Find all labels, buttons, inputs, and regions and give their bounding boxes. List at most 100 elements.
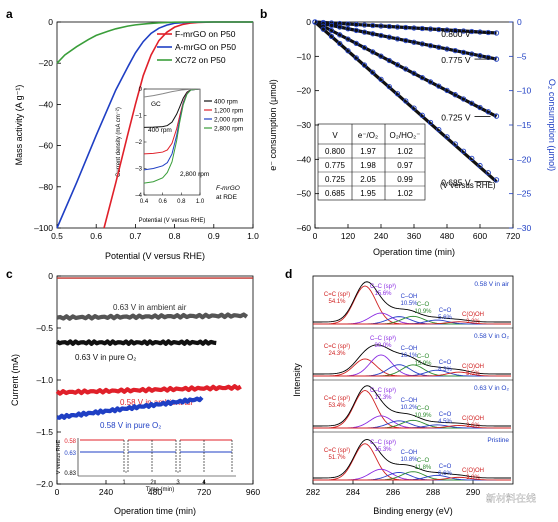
y2-tick-label: –5 — [517, 51, 527, 61]
o2-marker — [427, 26, 434, 32]
y2-tick-label: –30 — [517, 223, 531, 233]
inset-a-note-2800: 2,800 rpm — [180, 171, 209, 178]
y-tick-label: –0.5 — [36, 323, 53, 333]
x-tick-label: 0.9 — [208, 231, 220, 241]
inset-y-tick-label: 0 — [139, 87, 143, 93]
x-tick-label: 288 — [426, 487, 440, 497]
e-consumption-line — [313, 20, 498, 183]
table-cell: 1.97 — [360, 147, 376, 156]
o2-marker — [337, 40, 343, 47]
o2-marker — [353, 40, 359, 47]
peak-label: C–O — [417, 458, 430, 464]
o2-marker — [452, 48, 458, 54]
x-tick-label: 0.5 — [51, 231, 63, 241]
o2-marker — [394, 62, 401, 68]
x-tick-label: 600 — [473, 231, 487, 241]
peak-value: 3.8% — [466, 475, 480, 481]
peak-label: C=O — [439, 412, 452, 418]
table-cell: 1.95 — [360, 189, 376, 198]
o2-marker — [378, 32, 384, 39]
current-trace — [55, 339, 217, 346]
o2-marker — [419, 41, 425, 47]
inset-series-line — [143, 88, 201, 98]
inset-y-tick-label: –2 — [135, 140, 142, 146]
x-tick-label: 0.6 — [90, 231, 102, 241]
o2-marker — [452, 27, 458, 34]
panel-b-y2label: O₂ consumption (μmol) — [547, 79, 557, 171]
o2-marker — [485, 170, 491, 176]
peak-value: 15.6% — [374, 291, 392, 297]
table-cell: 1.98 — [360, 161, 376, 170]
x-tick-label: 284 — [346, 487, 360, 497]
peak-label: C–C (sp³) — [370, 388, 396, 394]
inset-y-tick-label: –4 — [135, 193, 142, 199]
inset-legend-1200: 1,200 rpm — [214, 108, 243, 115]
y-tick-label: –40 — [297, 154, 311, 164]
o2-marker — [452, 141, 458, 147]
inset-x-tick-label: 0.6 — [158, 199, 167, 205]
o2-marker — [361, 29, 368, 35]
o2-marker — [386, 57, 392, 64]
o2-marker — [394, 24, 401, 30]
o2-marker — [328, 33, 335, 40]
peak-value: 51.7% — [328, 455, 346, 461]
inset-c-ytick-083: 0.83 — [64, 471, 76, 477]
x-tick-label: 290 — [466, 487, 480, 497]
component-peak — [313, 476, 512, 481]
inset-x-tick-label: 0.8 — [177, 199, 186, 205]
inset-a-note-rde: at RDE — [216, 194, 238, 201]
peak-value: 11.8% — [415, 465, 432, 471]
o2-marker — [403, 37, 409, 44]
peak-value: 16.1% — [400, 353, 418, 359]
o2-marker — [444, 27, 450, 33]
peak-label: C–OH — [401, 398, 418, 404]
panel-c-ylabel: Current (mA) — [10, 354, 20, 406]
series-label: 0.800 V — [441, 29, 471, 39]
panel-a-ylabel: Mass activity (A g⁻¹) — [14, 85, 24, 166]
o2-marker — [460, 28, 467, 34]
y-tick-label: 0 — [306, 17, 311, 27]
peak-label: C–O — [417, 302, 430, 308]
y-tick-label: –2.0 — [36, 479, 53, 489]
o2-marker — [370, 22, 376, 29]
o2-marker — [477, 162, 483, 169]
o2-marker — [403, 66, 409, 72]
panel-label-d: d — [285, 267, 292, 281]
panel-b-ylabel: e⁻ consumption (μmol) — [268, 79, 278, 170]
y-tick-label: –20 — [39, 58, 53, 68]
o2-marker — [403, 24, 409, 31]
y-tick-label: –60 — [297, 223, 311, 233]
inset-c-ytick-063: 0.63 — [64, 451, 76, 457]
o2-marker — [469, 28, 475, 35]
y2-tick-label: –20 — [517, 154, 531, 164]
o2-marker — [386, 34, 392, 40]
o2-marker — [403, 98, 409, 104]
o2-marker — [345, 36, 351, 42]
peak-label: C=O — [439, 360, 452, 366]
panel-c-chart: Operation time (min) Current (mA) 0.63 V… — [10, 271, 260, 516]
x-tick-label: 480 — [440, 231, 454, 241]
inset-a-note-fmrgo: F-mrGO — [216, 185, 240, 192]
o2-marker — [312, 19, 318, 25]
y-tick-label: –80 — [39, 182, 53, 192]
peak-label: C–OH — [401, 294, 418, 300]
series-line — [56, 21, 253, 64]
y2-tick-label: –10 — [517, 86, 531, 96]
inset-a-note-gc: GC — [151, 101, 161, 108]
o2-marker — [469, 155, 475, 162]
y2-tick-label: 0 — [517, 17, 522, 27]
y-tick-label: 0 — [48, 17, 53, 27]
peak-value: 54.1% — [328, 299, 346, 305]
o2-marker — [320, 26, 326, 32]
peak-label: C–O — [417, 354, 430, 360]
o2-marker — [337, 32, 343, 38]
y-tick-label: –60 — [39, 141, 53, 151]
peak-label: C–C (sp³) — [370, 284, 396, 290]
o2-marker — [361, 62, 368, 68]
y-tick-label: –30 — [297, 120, 311, 130]
inset-c-xtick-1: 1 — [122, 480, 126, 486]
o2-marker — [460, 96, 467, 102]
peak-label: C–OH — [401, 450, 418, 456]
o2-marker — [477, 104, 483, 111]
o2-marker — [361, 22, 368, 28]
